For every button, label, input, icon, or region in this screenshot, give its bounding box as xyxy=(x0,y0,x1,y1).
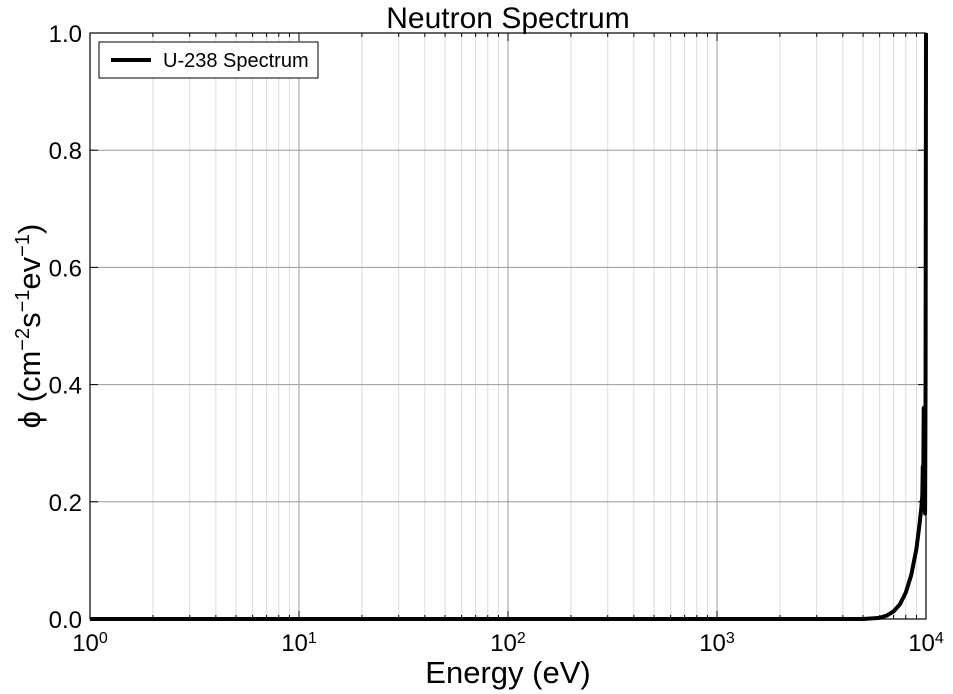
x-axis-label: Energy (eV) xyxy=(425,655,590,690)
chart-title: Neutron Spectrum xyxy=(386,2,629,35)
y-tick-label: 0.2 xyxy=(49,490,82,517)
y-tick-label: 0.6 xyxy=(49,255,82,282)
y-axis-label: ϕ (cm−2s−1ev−1) xyxy=(12,224,47,429)
x-tick-label: 103 xyxy=(699,630,735,658)
x-tick-label: 104 xyxy=(908,630,944,658)
y-tick-label: 0.0 xyxy=(49,607,82,634)
y-tick-label: 1.0 xyxy=(49,21,82,48)
y-tick-label: 0.8 xyxy=(49,138,82,165)
tick-marks xyxy=(89,32,927,620)
grid-lines xyxy=(90,33,926,619)
tick-labels: 100 101 102 103 104 0.0 0.2 0.4 0.6 0.8 1.0 xyxy=(49,21,944,657)
legend-label-u238: U-238 Spectrum xyxy=(163,50,309,72)
y-tick-label: 0.4 xyxy=(49,373,82,400)
x-tick-label: 100 xyxy=(72,630,108,658)
x-tick-label: 102 xyxy=(490,630,526,658)
x-tick-label: 101 xyxy=(281,630,317,658)
legend: U-238 Spectrum xyxy=(98,41,319,79)
